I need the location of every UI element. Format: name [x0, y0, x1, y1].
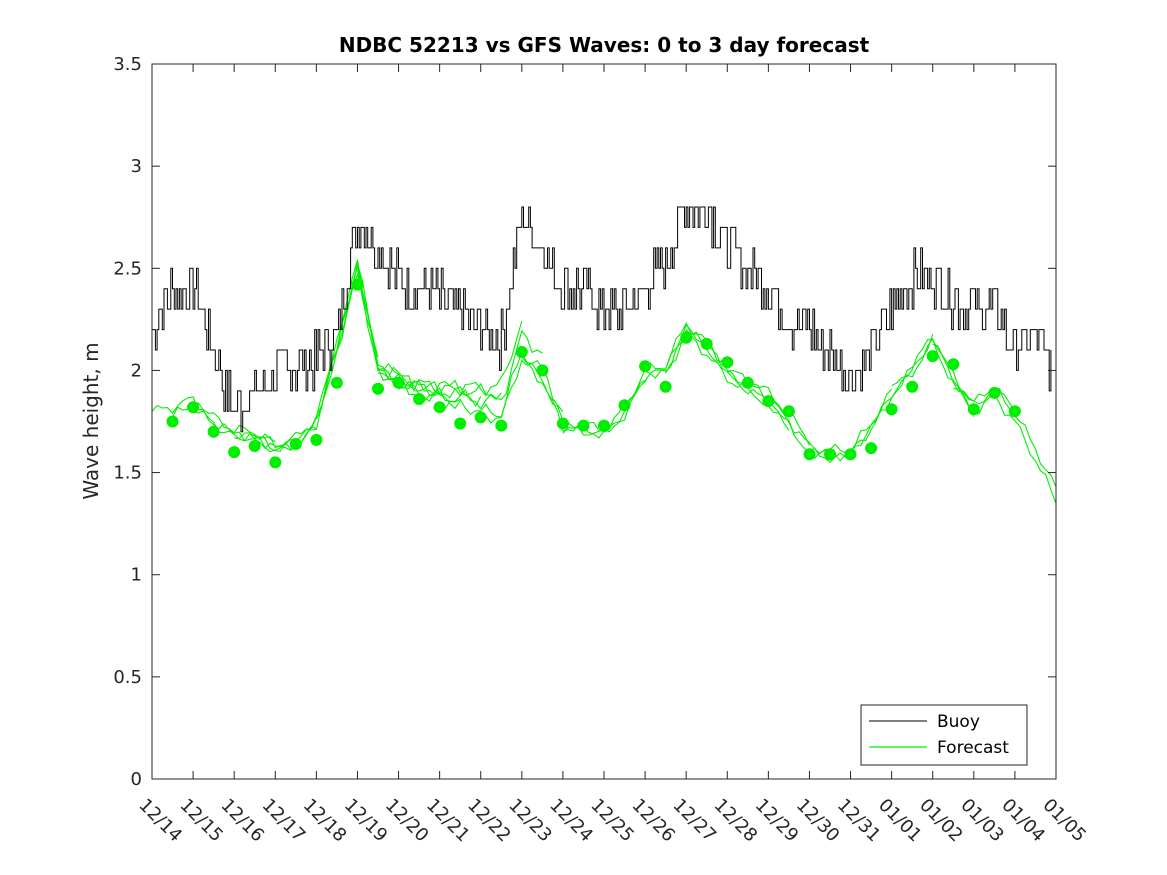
forecast-run-line [254, 259, 379, 449]
y-tick-label: 3.5 [113, 54, 142, 75]
forecast-point [351, 278, 364, 291]
forecast-point [782, 405, 795, 418]
forecast-point [1008, 405, 1021, 418]
forecast-point [536, 364, 549, 377]
forecast-point [228, 446, 241, 459]
legend-forecast-label: Forecast [937, 738, 1009, 758]
forecast-point [556, 417, 569, 430]
forecast-point [762, 395, 775, 408]
forecast-point [988, 386, 1001, 399]
forecast-point [598, 419, 610, 432]
forecast-point [289, 438, 302, 450]
forecast-point [330, 376, 343, 389]
forecast-point [577, 419, 590, 432]
forecast-run-line [726, 371, 851, 464]
forecast-point [310, 433, 323, 446]
forecast-point [824, 448, 836, 461]
forecast-point [495, 419, 508, 432]
forecast-point [187, 401, 200, 414]
y-tick-label: 3 [131, 156, 142, 177]
forecast-run-line [151, 396, 276, 443]
legend-buoy-label: Buoy [937, 712, 980, 732]
forecast-point [474, 411, 487, 424]
forecast-point [413, 393, 426, 405]
y-tick-label: 0.5 [113, 667, 142, 688]
legend-box [860, 704, 1028, 766]
forecast-point [885, 403, 898, 416]
forecast-point [926, 350, 939, 363]
forecast-point [906, 380, 919, 393]
forecast-point [618, 399, 631, 412]
y-tick-label: 2 [131, 360, 142, 381]
forecast-point [967, 403, 980, 416]
chart-title: NDBC 52213 vs GFS Waves: 0 to 3 day fore… [339, 33, 870, 57]
forecast-point [947, 358, 960, 371]
y-tick-label: 0 [131, 769, 142, 790]
y-tick-label: 2.5 [113, 258, 142, 279]
forecast-point [844, 448, 857, 461]
forecast-run-line [377, 366, 502, 401]
forecast-point [700, 337, 713, 350]
forecast-point [515, 346, 528, 358]
forecast-point [433, 401, 446, 414]
forecast-point [372, 382, 384, 395]
y-tick-label: 1.5 [113, 463, 142, 484]
forecast-point [392, 376, 405, 389]
forecast-run-line [418, 329, 543, 410]
forecast-run-line [562, 324, 687, 436]
forecast-point [803, 448, 816, 461]
forecast-run-line [356, 269, 482, 408]
forecast-point [659, 380, 672, 393]
forecast-point [248, 440, 261, 452]
forecast-point [680, 331, 693, 344]
legend: Buoy Forecast [860, 704, 1028, 766]
forecast-point [721, 356, 734, 369]
forecast-point [166, 415, 179, 428]
forecast-point [741, 376, 754, 389]
forecast-run-line [850, 337, 975, 452]
plot-area [151, 206, 1057, 504]
forecast-point [865, 442, 878, 455]
y-axis-label: Wave height, m [79, 342, 103, 499]
forecast-point [269, 456, 282, 469]
forecast-point [207, 425, 220, 438]
buoy-observation-line [152, 206, 1052, 433]
forecast-point [639, 360, 652, 373]
forecast-point [454, 417, 467, 430]
y-tick-label: 1 [131, 565, 142, 586]
